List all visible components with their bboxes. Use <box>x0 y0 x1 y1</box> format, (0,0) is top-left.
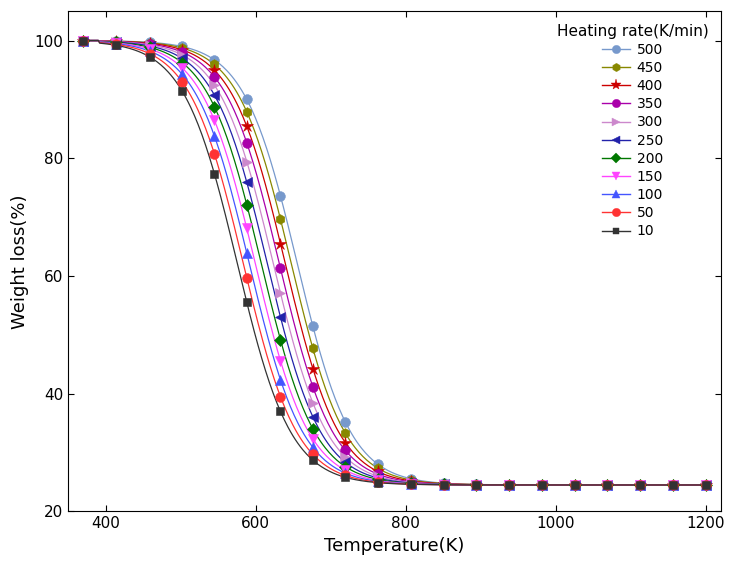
X-axis label: Temperature(K): Temperature(K) <box>325 537 465 555</box>
Y-axis label: Weight loss(%): Weight loss(%) <box>11 194 29 328</box>
Legend: 500, 450, 400, 350, 300, 250, 200, 150, 100, 50, 10: 500, 450, 400, 350, 300, 250, 200, 150, … <box>551 18 714 244</box>
